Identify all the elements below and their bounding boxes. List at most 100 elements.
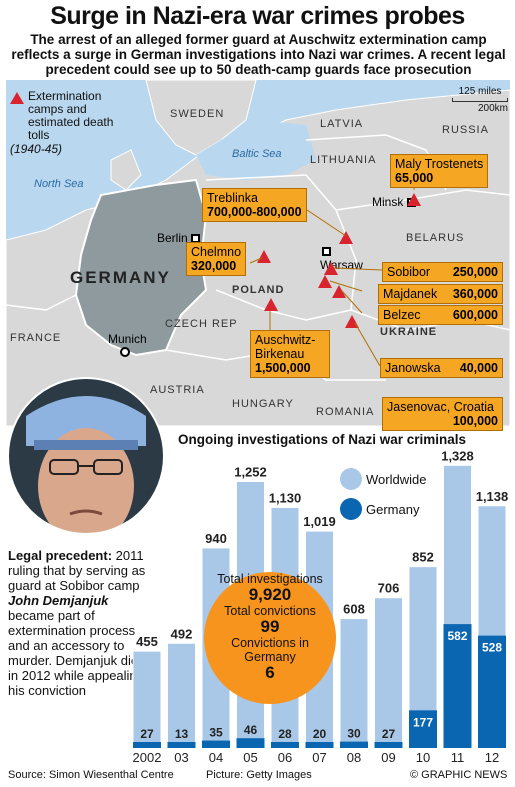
totals-investigations-label: Total investigations [217,572,323,586]
label-worldwide: 1,138 [476,489,509,504]
bar-germany [305,742,334,748]
label-worldwide: 940 [205,531,227,546]
bar-germany [236,738,265,748]
map-legend-years: (1940-45) [10,142,63,156]
city-munich: Munich [108,332,147,360]
country-france: FRANCE [10,332,62,344]
bar-worldwide [132,650,162,749]
country-ukraine: UKRAINE [380,326,438,338]
page-subtitle: The arrest of an alleged former guard at… [11,32,506,77]
category-label: 09 [381,750,395,765]
bar-germany [340,741,368,748]
bar-germany [133,742,161,748]
totals-investigations: 9,920 [248,585,292,604]
label-worldwide: 1,019 [303,514,336,529]
sea-baltic: Baltic Sea [232,148,282,160]
city-minsk: Minsk [372,195,416,209]
legal-precedent: Legal precedent: 2011 ruling that by ser… [8,548,148,698]
camp-auschwitz: Auschwitz-Birkenau 1,500,000 [250,330,330,378]
bar-germany [167,742,196,748]
map-scale: 125 miles 200km [452,86,508,114]
label-worldwide: 492 [171,626,193,641]
country-belarus: BELARUS [406,232,465,244]
map-legend: Extermination camps and estimated death … [10,90,120,156]
legal-name: John Demjanjuk [8,593,109,608]
triangle-icon [10,92,24,104]
category-label: 05 [243,750,257,765]
legend-germany: Germany [340,498,426,520]
bar-worldwide [374,597,403,749]
country-hungary: HUNGARY [232,398,294,410]
category-label: 03 [174,750,188,765]
category-label: 04 [209,750,223,765]
sea-north: North Sea [34,178,84,190]
page-title: Surge in Nazi-era war crimes probes [50,2,465,30]
label-worldwide: 706 [378,581,400,596]
bar-worldwide [167,642,196,749]
city-warsaw: Warsaw [320,244,363,272]
chart-legend: Worldwide Germany [340,468,426,528]
country-sweden: SWEDEN [170,108,225,120]
label-germany: 28 [278,727,292,741]
totals-panel: Total investigations 9,920 Total convict… [205,572,335,682]
country-germany: GERMANY [70,268,171,287]
label-worldwide: 852 [412,550,434,565]
city-berlin: Berlin [157,231,201,245]
legal-text-2: became part of extermination process and… [8,608,146,698]
category-label: 12 [485,750,499,765]
bar-germany [374,742,403,748]
label-germany: 20 [313,727,327,741]
label-germany: 35 [209,726,223,740]
graphic-news-credit: © GRAPHIC NEWS [410,769,508,781]
label-worldwide: 1,130 [269,490,302,505]
totals-circle [204,572,336,704]
country-austria: AUSTRIA [150,384,205,396]
category-label: 10 [416,750,430,765]
label-germany: 582 [447,629,467,643]
label-worldwide: 1,252 [234,465,267,480]
camp-majdanek: Majdanek 360,000 [378,284,503,304]
country-poland: POLAND [232,284,285,296]
label-germany: 27 [382,727,396,741]
totals-convictions: 99 [260,617,280,636]
map-legend-text: Extermination camps and estimated death … [28,89,114,142]
label-germany: 177 [413,715,433,729]
country-latvia: LATVIA [320,118,364,130]
bar-germany [271,742,299,748]
bar-germany [478,635,506,748]
camp-janowska: Janowska 40,000 [380,358,503,378]
category-label: 08 [347,750,361,765]
label-germany: 27 [140,727,154,741]
label-worldwide: 608 [343,602,365,617]
camp-jasenovac: Jasenovac, Croatia 100,000 [382,397,503,431]
bar-germany [202,740,230,748]
legend-worldwide: Worldwide [340,468,426,490]
country-romania: ROMANIA [316,406,375,418]
scale-km: 200km [477,103,508,114]
country-lithuania: LITHUANIA [310,154,377,166]
label-germany: 528 [482,641,502,655]
investigations-chart: 455 27 2002 492 13 03 940 35 04 1,252 46 05 1,130 28 0… [132,450,509,765]
category-label: 06 [278,750,292,765]
chart-title: Ongoing investigations of Nazi war crimi… [178,432,467,447]
label-worldwide: 455 [136,634,158,649]
camp-maly-trostenets: Maly Trostenets 65,000 [390,154,489,188]
country-russia: RUSSIA [442,124,489,136]
label-germany: 30 [347,727,361,741]
totals-convictions-label: Total convictions [224,604,316,618]
camp-belzec: Belzec 600,000 [378,305,503,325]
totals-germany-label: Convictions in Germany [231,636,309,664]
bar-worldwide [339,618,369,749]
label-germany: 13 [175,727,189,741]
demjanjuk-photo [7,377,165,535]
camp-sobibor: Sobibor 250,000 [382,262,503,282]
label-worldwide: 1,328 [441,450,474,463]
category-label: 2002 [133,750,162,765]
legal-heading: Legal precedent: [8,548,113,563]
category-label: 11 [451,750,465,765]
legal-text-1: 2011 ruling that by serving as guard at … [8,548,146,593]
camp-treblinka: Treblinka 700,000-800,000 [202,188,307,222]
totals-germany: 6 [265,663,275,682]
source-credit: Source: Simon Wiesenthal Centre [8,769,174,781]
bar-germany [443,624,472,748]
